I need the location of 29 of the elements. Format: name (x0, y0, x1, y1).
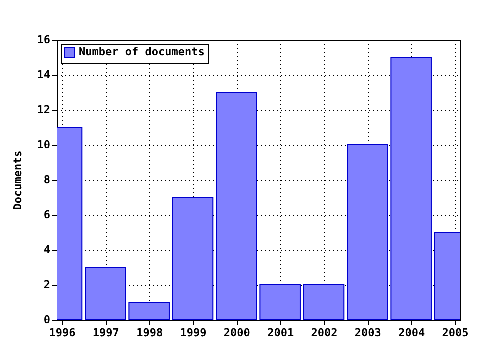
y-tick-label: 8 (44, 174, 50, 186)
x-tick-label: 2005 (442, 326, 469, 340)
x-tick-label: 2003 (354, 326, 382, 340)
bar (390, 57, 432, 320)
y-tick-label: 12 (37, 104, 50, 116)
bar (216, 92, 258, 320)
legend-label: Number of documents (79, 46, 205, 58)
x-tick-label: 2002 (311, 326, 338, 340)
bar (128, 302, 170, 320)
x-tick-label: 1997 (92, 326, 120, 340)
bar (85, 267, 126, 320)
bar (260, 284, 301, 320)
y-tick-label: 4 (44, 244, 51, 256)
x-tick-label: 1996 (49, 326, 76, 340)
y-tick-label: 16 (37, 34, 51, 46)
bar (172, 197, 214, 320)
bar (347, 144, 388, 320)
x-tick-label: 2004 (398, 326, 426, 340)
x-tick-label: 2001 (268, 326, 294, 340)
y-tick-label: 2 (44, 278, 50, 292)
y-tick-label: 0 (44, 314, 50, 326)
y-tick-label: 14 (37, 68, 51, 82)
y-tick-label: 6 (44, 208, 51, 222)
y-tick-label: 10 (37, 138, 50, 152)
x-tick-label: 2000 (224, 326, 250, 340)
bar (303, 284, 345, 320)
x-tick-label: 1999 (180, 326, 207, 340)
y-axis-title: Documents (11, 150, 24, 210)
x-tick-label: 1998 (136, 326, 164, 340)
